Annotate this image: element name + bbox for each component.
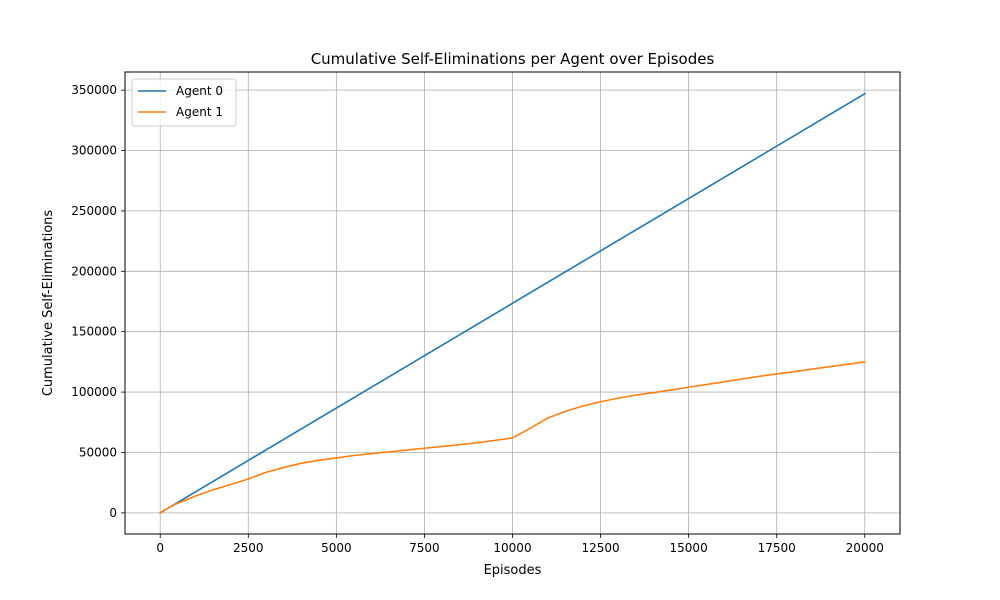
chart-title: Cumulative Self-Eliminations per Agent o… — [311, 50, 715, 68]
x-axis-label: Episodes — [484, 563, 542, 578]
y-tick-label: 300000 — [71, 144, 117, 158]
legend-label: Agent 0 — [176, 84, 223, 98]
legend: Agent 0 Agent 1 — [131, 78, 237, 127]
x-tick-label: 5000 — [321, 541, 352, 555]
legend-label: Agent 1 — [176, 105, 223, 119]
y-tick-label: 200000 — [71, 264, 117, 278]
y-tick-label: 350000 — [71, 83, 117, 97]
series-line-agent-1 — [159, 360, 866, 514]
series-line-agent-0 — [159, 92, 866, 514]
x-tick-label: 2500 — [233, 541, 264, 555]
y-tick-label: 150000 — [71, 325, 117, 339]
x-tick-label: 17500 — [758, 541, 796, 555]
y-tick-label: 50000 — [79, 445, 117, 459]
y-axis-label: Cumulative Self-Eliminations — [41, 210, 56, 397]
x-tick-label: 0 — [156, 541, 164, 555]
grid-layer — [125, 72, 900, 534]
x-tick-label: 10000 — [493, 541, 531, 555]
x-tick-label: 15000 — [670, 541, 708, 555]
series-layer — [159, 92, 866, 514]
y-tick-label: 100000 — [71, 385, 117, 399]
x-tick-label: 20000 — [846, 541, 884, 555]
axis-layer: 0 2500 5000 7500 10000 12500 15000 17500 2000005… — [71, 83, 884, 555]
x-tick-label: 7500 — [409, 541, 440, 555]
y-tick-label: 250000 — [71, 204, 117, 218]
y-tick-label: 0 — [109, 506, 117, 520]
x-tick-label: 12500 — [581, 541, 619, 555]
